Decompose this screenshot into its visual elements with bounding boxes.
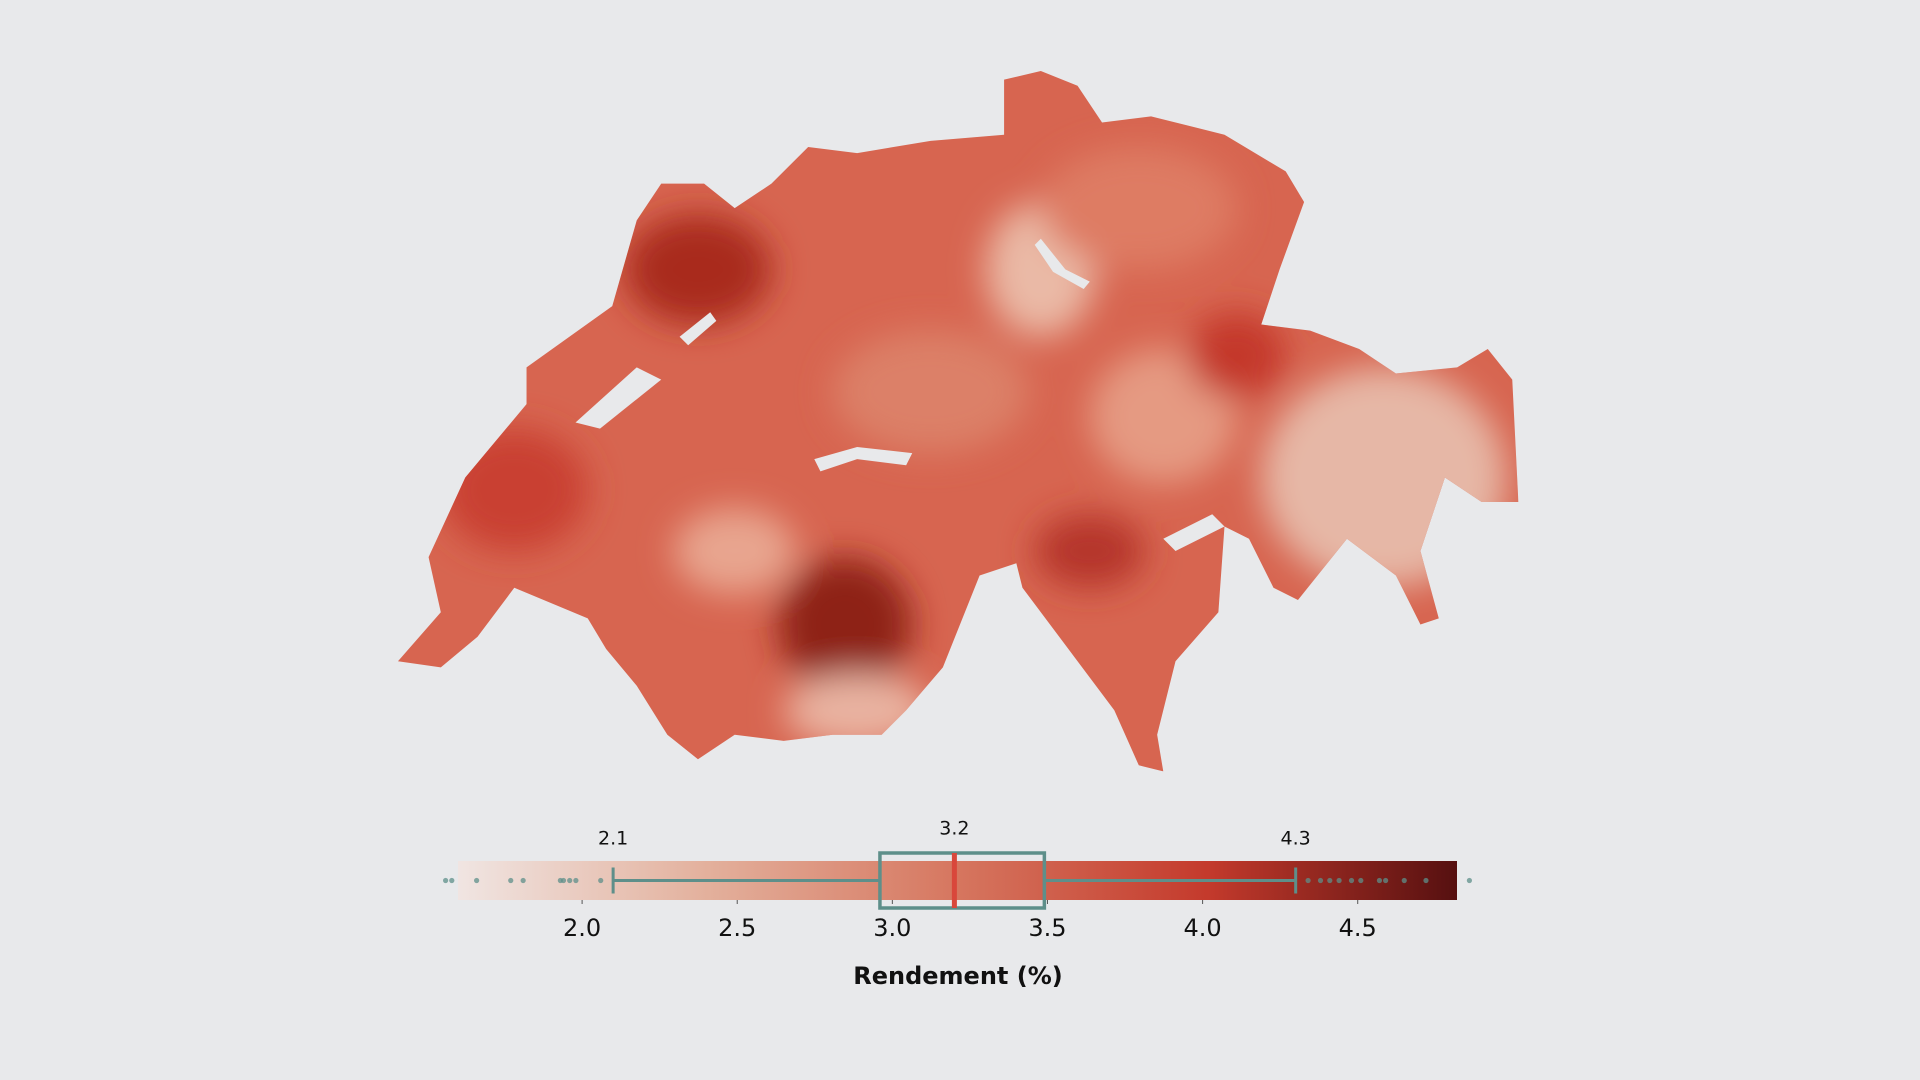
- outlier: [1466, 877, 1473, 884]
- outlier: [598, 877, 604, 884]
- outlier: [1348, 877, 1355, 884]
- outlier: [520, 877, 526, 884]
- outlier: [442, 877, 449, 884]
- x-tick-label: 3.5: [1028, 914, 1066, 942]
- x-tick-label: 2.5: [718, 914, 756, 942]
- map: [397, 71, 1519, 772]
- outlier: [1401, 877, 1407, 884]
- outlier: [449, 877, 455, 884]
- outlier: [573, 877, 579, 884]
- x-tick-label: 4.0: [1184, 914, 1222, 942]
- outlier: [1305, 877, 1311, 884]
- outlier: [560, 877, 567, 884]
- whisker-high-label: 4.3: [1281, 828, 1311, 850]
- median-label: 3.2: [939, 818, 969, 840]
- x-tick-label: 4.5: [1339, 914, 1377, 942]
- lakes: [575, 238, 1225, 552]
- x-tick-label: 3.0: [873, 914, 911, 942]
- x-axis-title: Rendement (%): [853, 962, 1062, 990]
- outlier: [1327, 877, 1333, 884]
- outlier: [567, 877, 573, 884]
- outlier: [1336, 877, 1342, 884]
- outlier: [1358, 877, 1364, 884]
- box: [878, 851, 1047, 910]
- map-shading: [440, 146, 1507, 747]
- outlier: [508, 877, 514, 884]
- outlier: [1383, 877, 1389, 884]
- legend: Rendement (%) 2.0 2.5 3.0 3.5 4.0 4.5 2.1 3.2 4.…: [442, 818, 1473, 990]
- outlier: [1376, 877, 1383, 884]
- outlier: [474, 877, 480, 884]
- whisker-low-label: 2.1: [598, 828, 628, 850]
- outlier: [1317, 877, 1324, 884]
- x-tick-label: 2.0: [563, 914, 601, 942]
- outlier: [1423, 877, 1429, 884]
